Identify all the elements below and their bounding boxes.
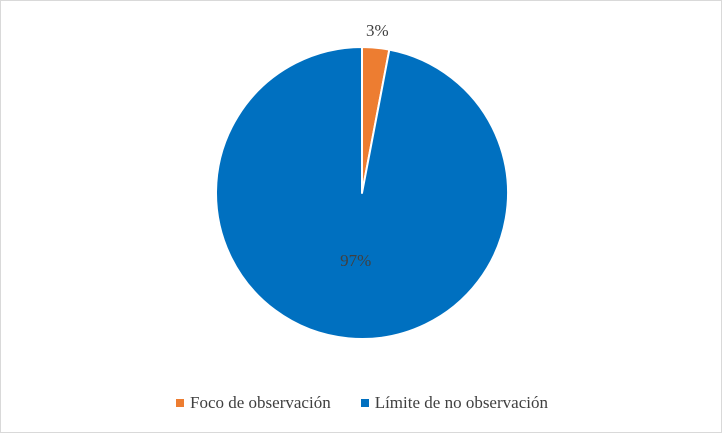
pie-slices <box>215 46 509 340</box>
legend-swatch-limite <box>360 399 369 407</box>
legend-item-foco: Foco de observación <box>176 393 331 413</box>
legend-label-foco: Foco de observación <box>190 393 331 412</box>
legend-item-limite: Límite de no observación <box>360 393 548 413</box>
pie-slice-limite <box>215 46 509 340</box>
data-label-limite: 97% <box>340 251 371 270</box>
pie-data-labels: 3% 97% <box>340 21 389 270</box>
data-label-foco: 3% <box>366 21 389 40</box>
legend: Foco de observación Límite de no observa… <box>1 393 722 413</box>
legend-swatch-foco <box>176 399 185 407</box>
legend-label-limite: Límite de no observación <box>374 393 548 412</box>
